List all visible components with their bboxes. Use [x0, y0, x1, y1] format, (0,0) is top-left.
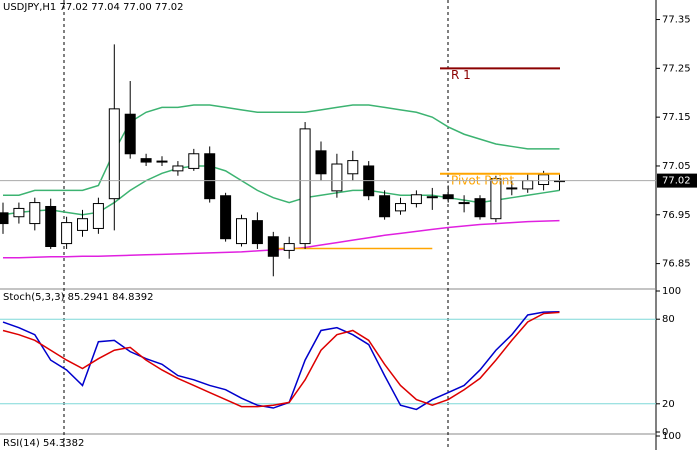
candle-body — [188, 153, 200, 169]
candle-body — [379, 195, 391, 218]
y-tick-label: 20 — [662, 399, 675, 410]
level-label: R 1 — [451, 68, 471, 82]
candle-body — [331, 163, 343, 192]
candle-body — [92, 203, 104, 229]
candle-body — [506, 187, 518, 190]
candle-body — [347, 160, 359, 175]
candle-body — [267, 236, 279, 257]
candle-body — [236, 218, 247, 245]
chart-title: USDJPY,H1 77.02 77.04 77.00 77.02 — [3, 2, 184, 13]
last-price-box — [657, 173, 697, 188]
candle-body — [490, 178, 502, 220]
panel-title: Stoch(5,3,3) 85.2941 84.8392 — [3, 292, 154, 303]
candle-body — [442, 194, 454, 200]
candle-body — [538, 174, 550, 186]
panel-title: RSI(14) 54.3382 — [3, 438, 84, 449]
candle-body — [283, 243, 295, 251]
candle-body — [13, 207, 25, 218]
y-tick-label: 77.25 — [662, 63, 691, 74]
candle-body — [251, 220, 263, 245]
y-tick-label: 77.15 — [662, 112, 691, 123]
y-tick-label: 77.35 — [662, 15, 691, 26]
y-tick-label: 100 — [662, 431, 681, 442]
last-price-label: 77.02 — [662, 176, 691, 187]
indicator-line — [3, 104, 560, 197]
candle-body — [124, 113, 136, 155]
candle-body — [108, 108, 120, 200]
y-tick-label: 76.85 — [662, 259, 691, 270]
y-tick-label: 80 — [662, 314, 675, 325]
candle-body — [299, 128, 311, 245]
candle-body — [140, 158, 152, 163]
candle-body — [77, 218, 88, 231]
candle-body — [220, 195, 232, 240]
candle-body — [172, 165, 184, 172]
candle-body — [156, 160, 168, 163]
candle-body — [426, 196, 438, 199]
y-tick-label: 0 — [662, 427, 668, 438]
indicator-line — [2, 311, 560, 408]
candle-body — [522, 180, 534, 190]
candle-body — [45, 205, 57, 248]
y-tick-label: 76.95 — [662, 210, 691, 221]
y-tick-label: 77.05 — [662, 161, 691, 172]
candle-body — [61, 222, 73, 245]
candle-body — [204, 153, 216, 200]
candle-body — [315, 150, 327, 175]
candle-body — [29, 202, 41, 225]
candle-body — [395, 203, 406, 212]
candle-body — [410, 194, 422, 205]
candle-body — [458, 202, 470, 205]
indicator-line — [3, 219, 560, 259]
y-tick-label: 100 — [662, 286, 681, 297]
candle-body — [474, 198, 486, 218]
candle-body — [0, 212, 9, 225]
indicator-line — [2, 310, 560, 411]
